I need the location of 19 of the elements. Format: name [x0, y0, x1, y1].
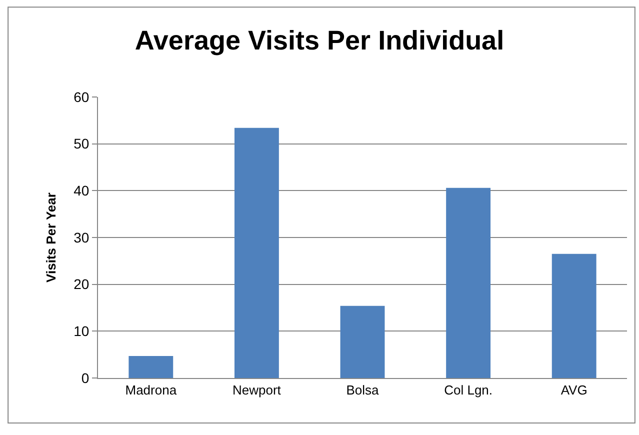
bar: [234, 128, 279, 378]
chart-title: Average Visits Per Individual: [134, 25, 504, 56]
bar: [446, 188, 491, 378]
y-tick-label: 20: [74, 276, 90, 292]
x-tick-label: Madrona: [125, 382, 178, 398]
y-axis-title: Visits Per Year: [44, 192, 59, 282]
y-tick-label: 50: [74, 136, 90, 152]
x-tick-label: Col Lgn.: [444, 382, 493, 398]
y-tick-label: 40: [74, 182, 90, 199]
x-tick-label: Newport: [232, 382, 282, 398]
y-tick-label: 10: [74, 323, 90, 340]
bar: [128, 356, 174, 378]
y-tick-label: 60: [74, 88, 90, 105]
x-tick-label: AVG: [560, 382, 588, 398]
y-tick-label: 0: [81, 370, 90, 386]
y-tick-label: 30: [74, 229, 90, 246]
bar: [552, 254, 596, 378]
bar: [340, 306, 385, 378]
x-tick-label: Bolsa: [346, 382, 380, 398]
